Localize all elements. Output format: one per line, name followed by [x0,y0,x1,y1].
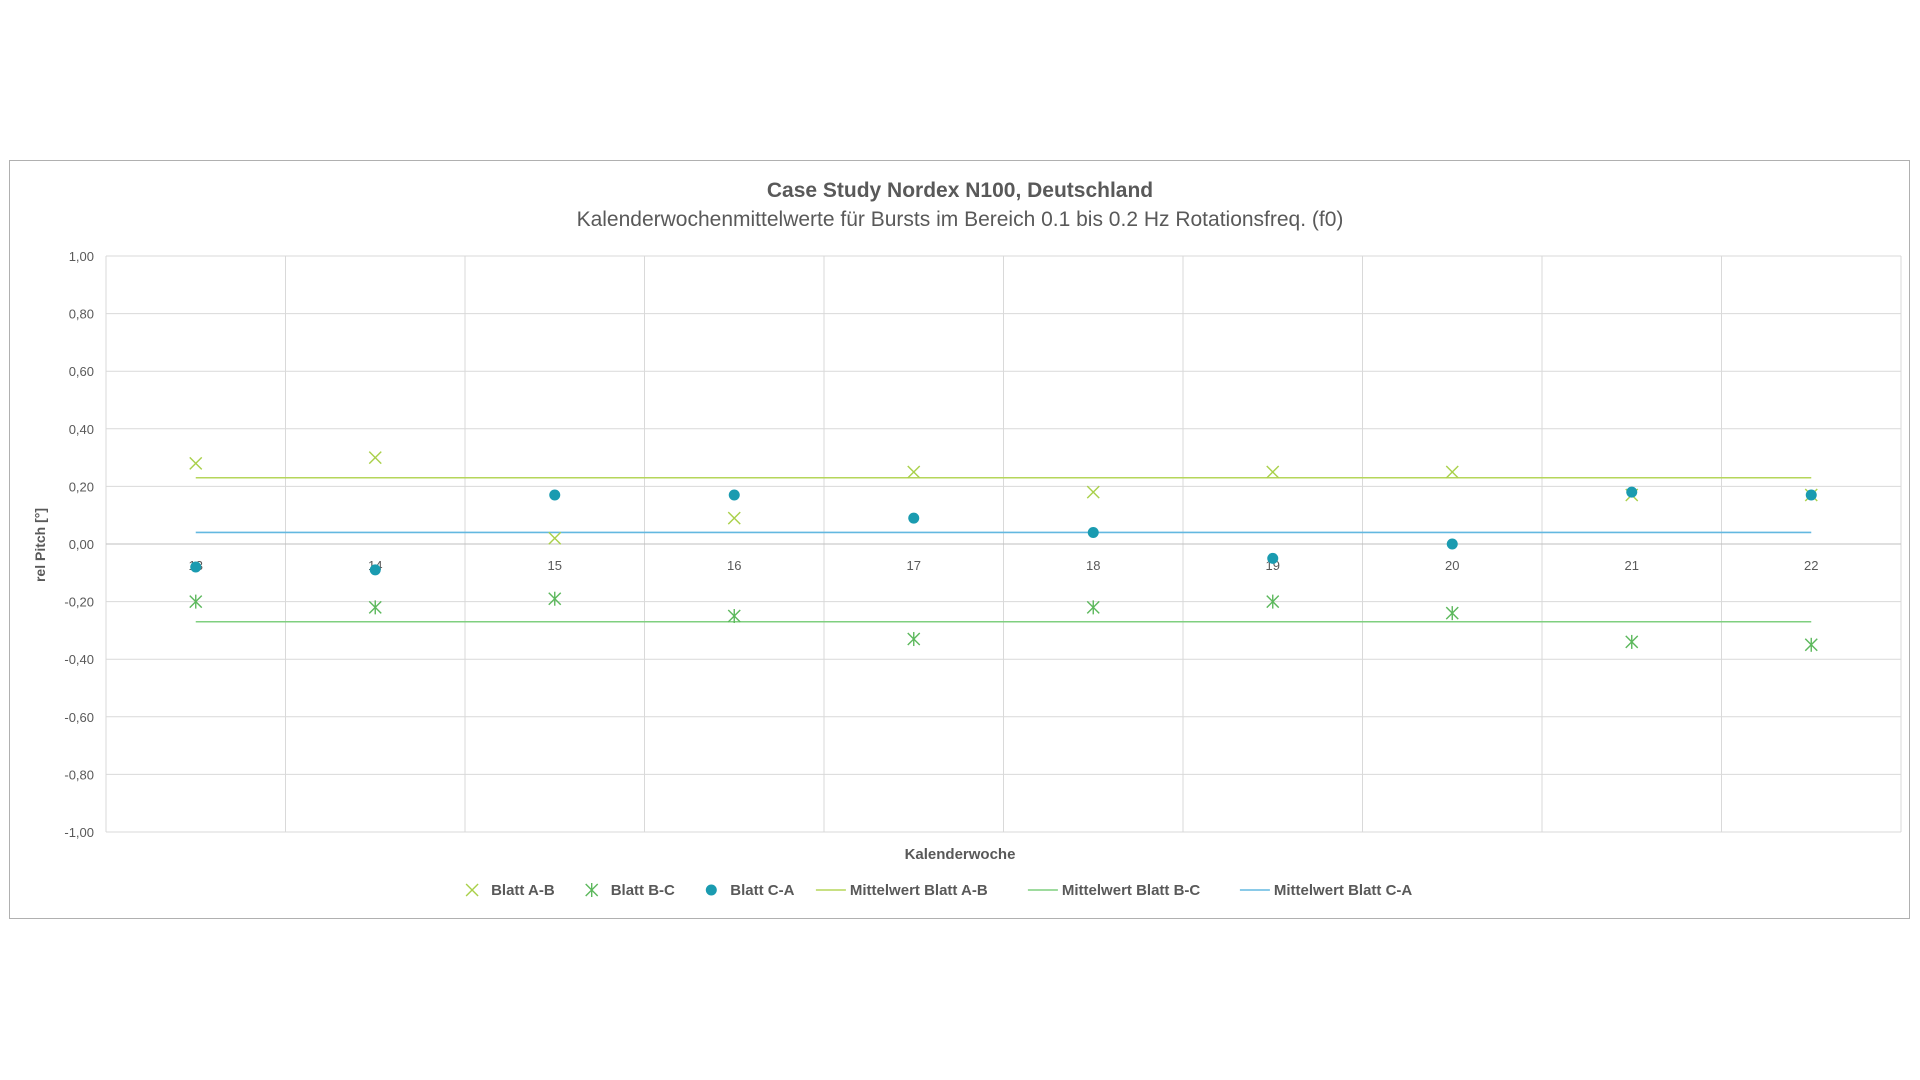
legend-item: Blatt B-C [585,882,675,899]
legend-label: Blatt B-C [611,882,675,899]
y-axis-label: rel Pitch [°] [32,508,48,582]
x-tick-label: 22 [1804,558,1818,573]
y-tick-label: 0,80 [69,307,94,322]
data-point [1266,465,1280,479]
grid [105,255,1902,833]
data-point [908,512,920,524]
legend-marker [705,884,717,896]
y-axis-ticks: 1,00 0,80 0,60 0,40 0,20 0,00 -0,20 -0,40 -0,60 -… [64,249,94,840]
data-point [368,451,382,465]
chart-area: Case Study Nordex N100, Deutschland Kale… [9,160,1910,919]
data-point [190,561,202,573]
data-point [1266,594,1280,609]
x-tick-label: 15 [548,558,562,573]
data-point [368,600,382,615]
x-axis-label: Kalenderwoche [905,846,1016,863]
x-tick-label: 21 [1625,558,1639,573]
data-point [189,594,203,609]
data-point [1626,486,1638,498]
legend: Blatt A-B Blatt B-C Blatt C-A Mittelwert Bl… [465,882,1413,899]
x-tick-label: 16 [727,558,741,573]
legend-marker [465,883,479,897]
legend-item: Blatt C-A [705,882,795,899]
x-tick-label: 20 [1445,558,1459,573]
legend-label: Blatt A-B [491,882,555,899]
data-point [549,489,561,501]
data-point [1804,637,1818,652]
data-point [1086,600,1100,615]
chart-title: Case Study Nordex N100, Deutschland [767,179,1153,202]
y-tick-label: -0,40 [64,652,94,667]
chart-subtitle: Kalenderwochenmittelwerte für Bursts im … [577,208,1344,231]
data-point [1087,526,1099,538]
y-tick-label: -0,80 [64,767,94,782]
x-tick-label: 17 [907,558,921,573]
legend-label: Mittelwert Blatt C-A [1274,882,1413,899]
data-point [727,511,741,525]
data-point [728,489,740,501]
data-point [1267,552,1279,564]
data-point [548,531,562,545]
data-points [189,451,1818,652]
legend-label: Mittelwert Blatt B-C [1062,882,1201,899]
data-point [1805,489,1817,501]
data-point [1446,538,1458,550]
data-point [907,465,921,479]
y-tick-label: -0,60 [64,710,94,725]
x-tick-label: 18 [1086,558,1100,573]
legend-label: Blatt C-A [730,882,794,899]
data-point [727,609,741,623]
data-point [907,632,921,647]
y-tick-label: 1,00 [69,249,94,264]
data-point [1445,606,1459,621]
legend-label: Mittelwert Blatt A-B [850,882,988,899]
legend-item: Mittelwert Blatt C-A [1239,882,1413,899]
data-point [1445,465,1459,479]
chart-svg: Case Study Nordex N100, Deutschland Kale… [32,179,1902,899]
data-point [369,564,381,576]
y-tick-label: -1,00 [64,825,94,840]
data-point [1625,634,1639,649]
legend-item: Mittelwert Blatt B-C [1027,882,1201,899]
legend-item: Mittelwert Blatt A-B [815,882,988,899]
legend-item: Blatt A-B [465,882,555,899]
legend-marker [585,883,599,897]
y-tick-label: 0,60 [69,364,94,379]
mean-lines [195,476,1812,623]
y-tick-label: 0,00 [69,537,94,552]
y-tick-label: 0,20 [69,479,94,494]
data-point [548,591,562,606]
y-tick-label: -0,20 [64,595,94,610]
data-point [189,456,203,470]
y-tick-label: 0,40 [69,422,94,437]
data-point [1086,485,1100,499]
